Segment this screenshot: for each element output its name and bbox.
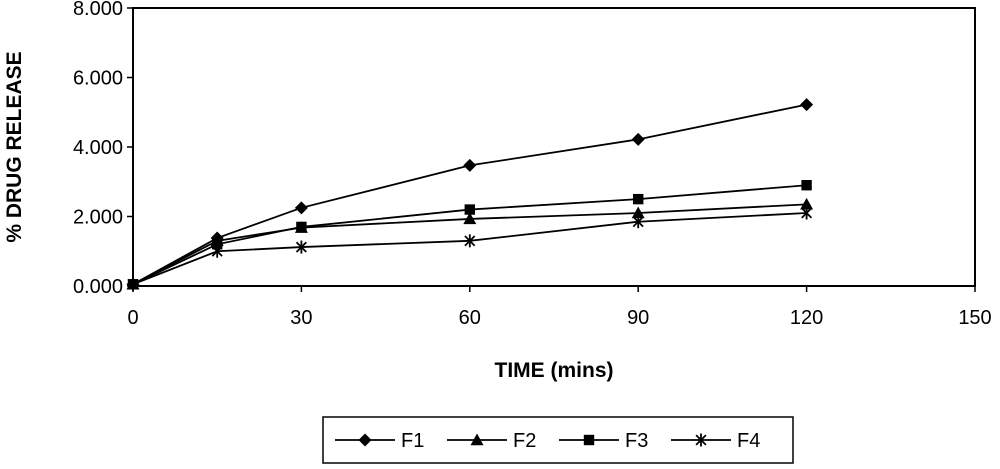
- series-line: [132, 103, 807, 286]
- legend: F1 F2 F3 F4: [335, 430, 760, 452]
- data-point: [632, 215, 644, 229]
- series-line: [132, 212, 807, 286]
- x-tick-label: 0: [127, 307, 138, 329]
- legend-item-f2: F2: [447, 430, 536, 452]
- data-point: [801, 206, 813, 220]
- data-point: [800, 98, 814, 112]
- series-line: [132, 184, 807, 286]
- legend-item-f4: F4: [671, 430, 760, 452]
- data-point: [631, 132, 645, 146]
- data-point: [127, 277, 139, 291]
- data-point: [631, 206, 645, 219]
- data-point: [464, 204, 475, 215]
- x-tick-label: 90: [627, 307, 649, 329]
- legend-label: F1: [401, 430, 424, 452]
- legend-item-f1: F1: [335, 430, 424, 452]
- y-tick-label: 2.000: [73, 207, 123, 229]
- y-axis: 0.000 2.000 4.000 6.000 8.000: [73, 0, 133, 298]
- series-layer: [126, 98, 814, 291]
- y-tick-label: 0.000: [73, 276, 123, 298]
- data-point: [463, 212, 477, 225]
- legend-label: F3: [625, 430, 648, 452]
- legend-marker: [583, 434, 595, 446]
- x-tick-label: 60: [459, 307, 481, 329]
- x-tick-label: 30: [290, 307, 312, 329]
- legend-label: F4: [737, 430, 760, 452]
- legend-marker: [470, 433, 484, 446]
- data-point: [801, 180, 812, 191]
- y-axis-title: % DRUG RELEASE: [3, 51, 26, 242]
- series-f4: [127, 206, 813, 291]
- legend-item-f3: F3: [559, 430, 648, 452]
- y-tick-label: 8.000: [73, 0, 123, 20]
- series-line: [132, 203, 807, 286]
- data-point: [211, 244, 223, 258]
- data-point: [212, 239, 223, 250]
- legend-marker: [695, 433, 707, 447]
- data-point: [463, 158, 477, 172]
- data-point: [295, 240, 307, 254]
- legend-label: F2: [513, 430, 536, 452]
- y-tick-label: 4.000: [73, 137, 123, 159]
- data-point: [294, 201, 308, 215]
- x-tick-label: 120: [790, 307, 823, 329]
- data-point: [464, 234, 476, 248]
- data-point: [633, 193, 644, 205]
- plot-area: [132, 7, 976, 287]
- x-axis: 0 30 60 90 120 150: [127, 286, 992, 329]
- x-tick-label: 150: [958, 307, 991, 329]
- y-tick-label: 6.000: [73, 68, 123, 90]
- data-point: [296, 221, 307, 233]
- legend-marker: [358, 433, 372, 447]
- x-axis-title: TIME (mins): [495, 359, 614, 382]
- data-point: [800, 197, 814, 210]
